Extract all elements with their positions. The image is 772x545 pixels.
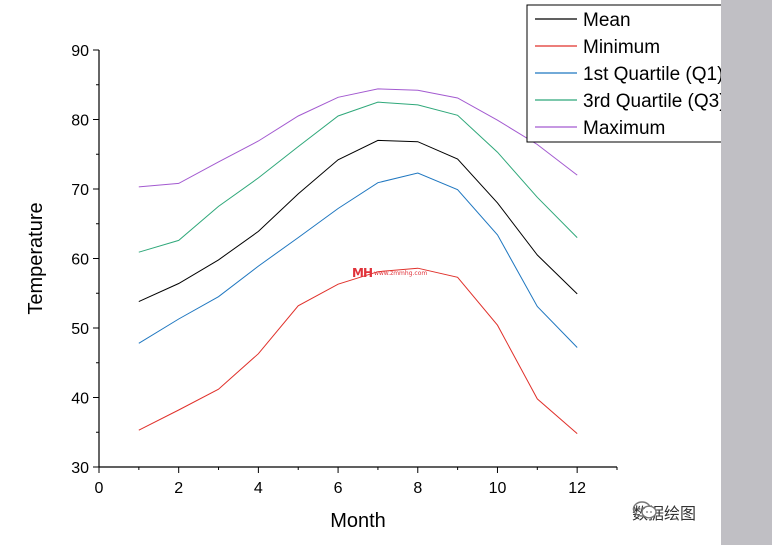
x-tick-label: 2	[174, 480, 183, 497]
y-tick-label: 60	[71, 252, 89, 269]
series-line-3rd-quartile-q3	[138, 101, 578, 253]
site-logo-url: www.zmmhg.com	[373, 269, 428, 277]
y-tick-label: 30	[71, 460, 89, 477]
x-tick-label: 10	[489, 480, 507, 497]
legend-label: 1st Quartile (Q1)	[583, 64, 723, 85]
legend-label: Maximum	[583, 118, 665, 139]
legend-label: 3rd Quartile (Q3)	[583, 91, 726, 112]
legend-label: Mean	[583, 10, 631, 31]
x-axis-title: Month	[330, 510, 386, 532]
x-tick-label: 0	[95, 480, 104, 497]
legend-label: Minimum	[583, 37, 660, 58]
watermark: 数据绘图	[632, 500, 696, 524]
y-tick-label: 40	[71, 391, 89, 408]
site-logo: MH www.zmmhg.com	[352, 266, 427, 280]
x-tick-label: 4	[254, 480, 263, 497]
site-logo-mark: MH	[352, 266, 373, 280]
series-line-mean	[138, 139, 578, 303]
y-axis-title: Temperature	[25, 202, 47, 314]
window-edge-strip	[721, 0, 772, 545]
x-tick-label: 12	[568, 480, 586, 497]
series-line-minimum	[138, 267, 578, 434]
series-line-maximum	[138, 88, 578, 188]
x-tick-label: 8	[413, 480, 422, 497]
wechat-icon	[632, 501, 657, 519]
y-tick-label: 90	[71, 43, 89, 60]
y-tick-label: 50	[71, 321, 89, 338]
series-line-1st-quartile-q1	[138, 172, 578, 348]
x-tick-label: 6	[334, 480, 343, 497]
y-tick-label: 80	[71, 113, 89, 130]
y-tick-label: 70	[71, 182, 89, 199]
